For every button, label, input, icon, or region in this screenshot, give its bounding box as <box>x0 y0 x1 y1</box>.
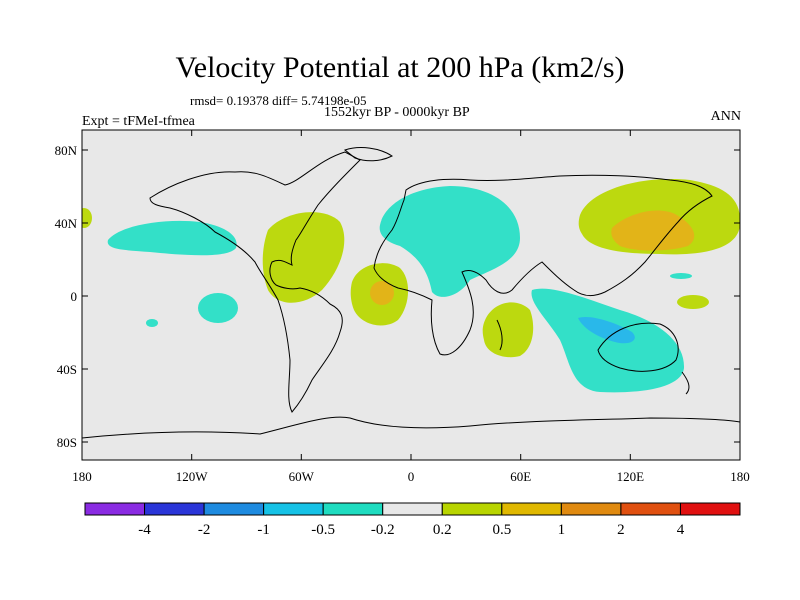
contour-pos05-atlantic <box>370 281 394 305</box>
lon-tick-label: 60E <box>510 469 531 484</box>
map-background <box>82 130 740 460</box>
colorbar-label: -4 <box>138 522 151 538</box>
rmsd-diff-stats: rmsd= 0.19378 diff= 5.74198e-05 <box>190 93 367 108</box>
contour-neg-small-w-pacific <box>670 273 692 279</box>
lat-ticks: 80N 40N 0 40S 80S <box>55 143 740 450</box>
lon-tick-label: 120E <box>617 469 645 484</box>
coastline-new-zealand <box>681 371 690 395</box>
coastline-madagascar <box>496 319 503 351</box>
coastline-eurasia-africa <box>373 174 713 356</box>
colorbar-swatch <box>441 502 503 516</box>
period-label: 1552kyr BP - 0000kyr BP <box>324 105 470 120</box>
lat-tick-label: 80S <box>57 435 77 450</box>
contour-neg-south-indian <box>531 288 685 393</box>
colorbar-label: 0.2 <box>433 522 452 538</box>
lat-tick-label: 0 <box>71 289 78 304</box>
colorbar-label: 2 <box>617 522 625 538</box>
lon-tick-label: 120W <box>176 469 209 484</box>
experiment-label: Expt = tFMeI-tfmea <box>82 114 195 129</box>
season-label: ANN <box>710 109 741 124</box>
colorbar-swatch <box>679 502 741 516</box>
colorbar-swatch <box>144 502 205 516</box>
colorbar: -4 -2 -1 -0.5 -0.2 0.2 0.5 1 2 4 <box>84 502 741 538</box>
lon-tick-label: 0 <box>408 469 415 484</box>
colorbar-swatch <box>322 502 384 516</box>
colorbar-swatch <box>501 502 562 516</box>
colorbar-label: -0.2 <box>371 522 395 538</box>
lat-tick-label: 40S <box>57 362 77 377</box>
colorbar-swatch <box>203 502 265 516</box>
contour-neg-north-pacific <box>107 220 237 256</box>
colorbar-swatch <box>263 502 324 516</box>
contour-pos-americas <box>262 212 345 303</box>
lon-tick-label: 60W <box>289 469 315 484</box>
contour-pos-indian-ocean <box>482 302 534 358</box>
colorbar-label: 1 <box>558 522 566 538</box>
colorbar-swatch <box>620 502 681 516</box>
contour-neg-east-pacific <box>198 293 238 323</box>
lat-tick-label: 40N <box>55 216 78 231</box>
colorbar-swatch <box>84 502 146 516</box>
coastline-greenland <box>343 147 393 162</box>
colorbar-swatch <box>560 502 622 516</box>
colorbar-label: 4 <box>677 522 685 538</box>
colorbar-label: 0.5 <box>492 522 511 538</box>
contour-pos05-japan <box>611 210 695 251</box>
lon-ticks: 180 120W 60W 0 60E 120E 180 <box>72 130 750 484</box>
colorbar-label: -1 <box>257 522 270 538</box>
lat-tick-label: 80N <box>55 143 78 158</box>
lon-tick-label: 180 <box>72 469 92 484</box>
contour-neg-eurasia-africa <box>379 186 520 297</box>
coastline-americas <box>149 151 361 413</box>
figure-title: Velocity Potential at 200 hPa (km2/s) <box>175 51 625 84</box>
coastlines <box>82 147 740 439</box>
lon-tick-label: 180 <box>730 469 750 484</box>
colorbar-label: -0.5 <box>311 522 335 538</box>
colorbar-label: -2 <box>198 522 211 538</box>
contour-pos-edge-left <box>82 208 92 228</box>
colorbar-swatch <box>382 502 443 516</box>
contour-pos-small-w-pacific <box>677 295 709 309</box>
contour-neg-small-pacific <box>146 319 158 327</box>
contour-fills <box>82 179 740 393</box>
coastline-australia <box>597 322 679 372</box>
contour-neg05-australia <box>578 316 635 344</box>
coastline-antarctica <box>82 416 740 439</box>
